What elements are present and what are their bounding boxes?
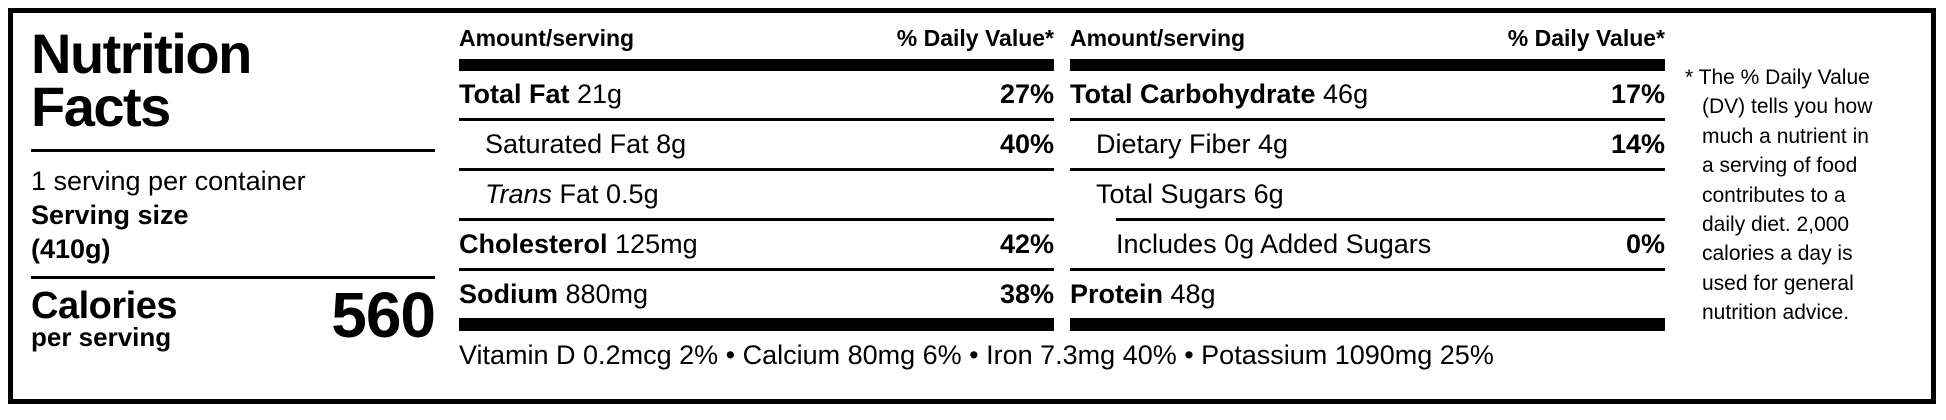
nutrient-row-trans-fat: Trans Fat 0.5g — [459, 171, 1054, 218]
footnote-panel: * The % Daily Value (DV) tells you how m… — [1685, 25, 1923, 391]
daily-value-header: % Daily Value* — [1507, 25, 1665, 51]
calories-label: Calories — [31, 285, 177, 328]
nutrient-name: Trans Fat 0.5g — [485, 179, 659, 209]
nutrient-row-dietary-fiber: Dietary Fiber 4g 14% — [1070, 121, 1665, 168]
nutrient-name: Total Sugars 6g — [1096, 179, 1284, 209]
nutrient-name: Saturated Fat 8g — [485, 129, 687, 159]
daily-value-percent: 27% — [999, 79, 1054, 109]
nutrient-row-total-fat: Total Fat 21g 27% — [459, 71, 1054, 118]
calories-per-serving-label: per serving — [31, 322, 172, 353]
nutrient-row-added-sugars: Includes 0g Added Sugars 0% — [1070, 221, 1665, 268]
nutrient-row-sodium: Sodium 880mg 38% — [459, 271, 1054, 318]
row-divider — [1070, 168, 1665, 171]
column-2-header: Amount/serving % Daily Value* — [1070, 25, 1665, 59]
daily-value-footnote: * The % Daily Value (DV) tells you how m… — [1685, 66, 1873, 325]
nutrient-name: Total Carbohydrate 46g — [1070, 79, 1369, 109]
daily-value-percent: 17% — [1610, 79, 1665, 109]
nutrient-column-1: Amount/serving % Daily Value* Total Fat … — [459, 25, 1054, 331]
column-bottom-bar — [1070, 318, 1665, 331]
column-bottom-bar — [459, 318, 1054, 331]
nutrition-facts-label: Nutrition Facts 1 serving per container … — [8, 8, 1936, 404]
nutrient-name: Dietary Fiber 4g — [1096, 129, 1289, 159]
nutrition-facts-title: Nutrition Facts — [31, 22, 252, 139]
daily-value-percent: 38% — [999, 279, 1054, 309]
nutrient-row-total-sugars: Total Sugars 6g — [1070, 171, 1665, 218]
nutrient-row-total-carbohydrate: Total Carbohydrate 46g 17% — [1070, 71, 1665, 118]
row-divider — [459, 218, 1054, 221]
calories-row: Calories per serving 560 — [31, 279, 436, 353]
serving-info: 1 serving per container Serving size (41… — [31, 164, 435, 266]
daily-value-percent: 14% — [1610, 129, 1665, 159]
title-divider — [31, 149, 435, 153]
amount-per-serving-header: Amount/serving — [1070, 25, 1246, 51]
calories-label-block: Calories per serving — [31, 285, 177, 353]
summary-panel: Nutrition Facts 1 serving per container … — [31, 22, 436, 391]
micronutrients-line: Vitamin D 0.2mcg 2% • Calcium 80mg 6% • … — [459, 340, 1494, 370]
calories-value: 560 — [331, 279, 436, 352]
nutrient-row-protein: Protein 48g — [1070, 271, 1665, 318]
serving-size-value: (410g) — [31, 234, 111, 265]
row-divider — [1070, 268, 1665, 271]
nutrient-row-saturated-fat: Saturated Fat 8g 40% — [459, 121, 1054, 168]
row-divider — [459, 118, 1054, 121]
row-divider — [459, 168, 1054, 171]
row-divider — [459, 268, 1054, 271]
nutrient-name: Protein 48g — [1070, 279, 1216, 309]
nutrient-row-cholesterol: Cholesterol 125mg 42% — [459, 221, 1054, 268]
nutrient-name: Total Fat 21g — [459, 79, 623, 109]
column-1-header: Amount/serving % Daily Value* — [459, 25, 1054, 59]
nutrient-name: Cholesterol 125mg — [459, 229, 698, 259]
daily-value-percent: 0% — [1625, 229, 1665, 259]
row-divider — [1070, 118, 1665, 121]
nutrient-columns: Amount/serving % Daily Value* Total Fat … — [459, 25, 1665, 331]
nutrient-column-2: Amount/serving % Daily Value* Total Carb… — [1070, 25, 1665, 331]
header-bar — [459, 59, 1054, 71]
calories-divider — [31, 276, 435, 280]
nutrient-name: Includes 0g Added Sugars — [1116, 229, 1432, 259]
serving-size-label: Serving size — [31, 200, 189, 231]
daily-value-percent: 42% — [999, 229, 1054, 259]
amount-per-serving-header: Amount/serving — [459, 25, 635, 51]
daily-value-header: % Daily Value* — [896, 25, 1054, 51]
nutrient-name: Sodium 880mg — [459, 279, 649, 309]
daily-value-percent: 40% — [999, 129, 1054, 159]
header-bar — [1070, 59, 1665, 71]
servings-per-container: 1 serving per container — [31, 166, 306, 197]
row-divider-indented — [1116, 218, 1665, 221]
nutrients-section: Amount/serving % Daily Value* Total Fat … — [459, 25, 1665, 391]
